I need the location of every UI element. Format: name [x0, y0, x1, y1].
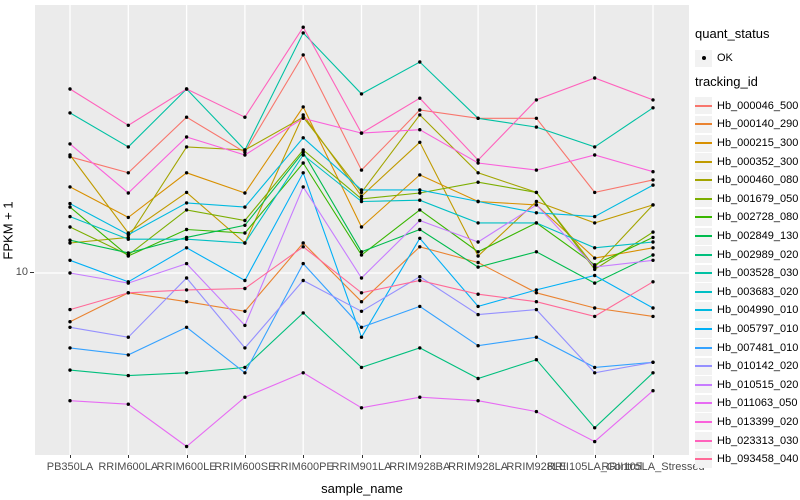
legend-item-label: Hb_000140_290 [717, 118, 799, 131]
line-key-icon [695, 190, 712, 208]
x-tick-label: RRIM928BA [389, 461, 451, 473]
legend-item-label: OK [717, 52, 733, 65]
line-key-icon [695, 432, 712, 450]
x-tick-label: RRIM928LE [506, 461, 567, 473]
point-key-icon [695, 49, 712, 67]
legend-item-Hb_002728_080: Hb_002728_080 [695, 208, 799, 227]
legend-item-label: Hb_004990_010 [717, 304, 799, 317]
legend-item-Hb_001679_050: Hb_001679_050 [695, 190, 799, 209]
legend-item-ok: OK [695, 49, 799, 68]
x-tick-mark [653, 455, 654, 458]
legend-item-Hb_002849_130: Hb_002849_130 [695, 227, 799, 246]
line-key-icon [695, 227, 712, 245]
x-tick-label: PB350LA [46, 461, 94, 473]
legend-item-Hb_011063_050: Hb_011063_050 [695, 394, 799, 413]
legend-item-Hb_007481_010: Hb_007481_010 [695, 338, 799, 357]
line-key-icon [695, 394, 712, 412]
x-tick-mark [244, 455, 246, 458]
line-key-icon [695, 134, 712, 152]
legend-item-Hb_000140_290: Hb_000140_290 [695, 115, 799, 134]
legend-title-quant-status: quant_status [695, 26, 770, 41]
x-tick-mark [70, 455, 71, 458]
x-tick-label: RRIM600PE [272, 461, 334, 473]
line-key-icon [695, 413, 712, 431]
x-tick-mark [478, 455, 480, 458]
x-tick-label: RRIM600SE [214, 461, 276, 473]
gridlines [35, 5, 689, 455]
legend-item-label: Hb_005797_010 [717, 323, 799, 336]
line-key-icon [695, 357, 712, 375]
legend-item-Hb_005797_010: Hb_005797_010 [695, 320, 799, 339]
x-tick-label: RRII105LA_Stressed [601, 461, 705, 473]
line-key-icon [695, 171, 712, 189]
legend-item-label: Hb_002989_020 [717, 248, 799, 261]
legend-item-Hb_003528_030: Hb_003528_030 [695, 264, 799, 283]
legend-item-label: Hb_000460_080 [717, 174, 799, 187]
y-tick-mark [30, 272, 34, 273]
legend-item-Hb_000460_080: Hb_000460_080 [695, 171, 799, 190]
x-tick-label: RRIM928LA [448, 461, 509, 473]
legend: quant_status OK tracking_id Hb_000046_50… [695, 20, 799, 468]
line-key-icon [695, 153, 712, 171]
legend-item-label: Hb_007481_010 [717, 341, 799, 354]
x-tick-label: RRIM901LA [331, 461, 392, 473]
legend-item-Hb_004990_010: Hb_004990_010 [695, 301, 799, 320]
legend-item-Hb_000046_500: Hb_000046_500 [695, 97, 799, 116]
legend-item-Hb_003683_020: Hb_003683_020 [695, 283, 799, 302]
x-tick-mark [303, 455, 305, 458]
line-key-icon [695, 283, 712, 301]
line-key-icon [695, 208, 712, 226]
legend-item-Hb_002989_020: Hb_002989_020 [695, 245, 799, 264]
legend-item-label: Hb_010515_020 [717, 378, 799, 391]
legend-item-label: Hb_001679_050 [717, 192, 799, 205]
x-tick-label: RRII105LA_Control [546, 461, 643, 473]
x-axis-title: sample_name [321, 481, 403, 496]
legend-item-Hb_013399_020: Hb_013399_020 [695, 413, 799, 432]
plot-panel [35, 5, 689, 455]
legend-item-Hb_010142_020: Hb_010142_020 [695, 357, 799, 376]
legend-title-tracking-id: tracking_id [695, 73, 758, 89]
line-key-icon [695, 115, 712, 133]
x-tick-mark [536, 455, 538, 458]
legend-item-label: Hb_000046_500 [717, 99, 799, 112]
line-key-icon [695, 301, 712, 319]
legend-item-label: Hb_093458_040 [717, 453, 799, 466]
x-tick-mark [419, 455, 421, 458]
legend-item-label: Hb_000215_300 [717, 137, 799, 150]
legend-item-label: Hb_011063_050 [717, 397, 798, 410]
legend-item-Hb_023313_030: Hb_023313_030 [695, 431, 799, 450]
line-key-icon [695, 246, 712, 264]
legend-item-Hb_010515_020: Hb_010515_020 [695, 376, 799, 395]
plot-canvas [35, 5, 689, 455]
y-tick-label: 10 [15, 266, 28, 278]
x-tick-label: RRIM600LE [156, 461, 217, 473]
line-key-icon [695, 97, 712, 115]
legend-item-label: Hb_003528_030 [717, 267, 799, 280]
data-points [68, 25, 655, 449]
legend-item-label: Hb_002849_130 [717, 230, 799, 243]
line-key-icon [695, 264, 712, 282]
legend-item-label: Hb_023313_030 [717, 434, 799, 447]
legend-item-Hb_000215_300: Hb_000215_300 [695, 134, 799, 153]
x-tick-label: RRIM600LA [98, 461, 159, 473]
legend-item-label: Hb_002728_080 [717, 211, 799, 224]
x-tick-mark [128, 455, 130, 458]
legend-item-Hb_093458_040: Hb_093458_040 [695, 450, 799, 469]
line-key-icon [695, 339, 712, 357]
legend-items: Hb_000046_500 Hb_000140_290 Hb_000215_300 H… [695, 97, 799, 469]
line-key-icon [695, 320, 712, 338]
x-tick-mark [186, 455, 188, 458]
line-key-icon [695, 376, 712, 394]
legend-item-label: Hb_000352_300 [717, 155, 799, 168]
legend-item-Hb_000352_300: Hb_000352_300 [695, 152, 799, 171]
x-tick-mark [361, 455, 363, 458]
line-key-icon [695, 450, 712, 468]
legend-item-label: Hb_003683_020 [717, 285, 799, 298]
legend-item-label: Hb_010142_020 [717, 360, 799, 373]
legend-item-label: Hb_013399_020 [717, 415, 799, 428]
x-tick-mark [594, 455, 596, 458]
